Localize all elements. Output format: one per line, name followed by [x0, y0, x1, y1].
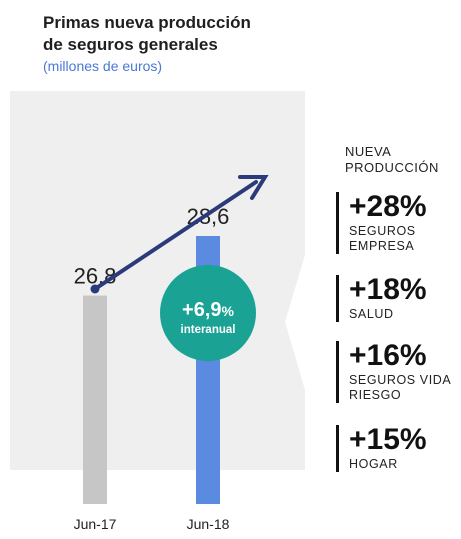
growth-badge-label: interanual — [181, 324, 236, 336]
trend-arrow-start-dot — [90, 284, 100, 294]
trend-arrow-head — [238, 175, 269, 200]
chart-subtitle: (millones de euros) — [43, 58, 163, 74]
chart-panel — [10, 91, 305, 470]
trend-arrow-line — [93, 180, 258, 291]
stat-label: SEGUROS EMPRESA — [349, 224, 416, 253]
stat-seguros-empresa: +28% SEGUROS EMPRESA — [336, 192, 427, 254]
category-label: Jun-17 — [74, 516, 117, 532]
stat-label: SEGUROS VIDA RIESGO — [349, 373, 452, 402]
stat-percentage: +15% — [349, 423, 427, 456]
chart-title: Primas nueva producción de seguros gener… — [43, 12, 251, 56]
stat-seguros-vida-riesgo: +16% SEGUROS VIDA RIESGO — [336, 341, 451, 403]
category-label: Jun-18 — [187, 516, 230, 532]
title-line-1: Primas nueva producción — [43, 13, 251, 32]
stat-salud: +18% SALUD — [336, 275, 427, 322]
stat-percentage: +18% — [349, 273, 427, 306]
growth-badge: +6,9% interanual — [160, 265, 256, 361]
stat-label: HOGAR — [349, 457, 398, 471]
side-panel-header: NUEVA PRODUCCIÓN — [345, 144, 439, 175]
growth-badge-value: +6,9% — [182, 299, 234, 321]
stat-percentage: +28% — [349, 190, 427, 223]
bar-jun-17 — [83, 295, 107, 504]
value-label: 26,8 — [74, 264, 117, 289]
trend-arrow — [90, 175, 269, 294]
stat-hogar: +15% HOGAR — [336, 425, 427, 472]
stat-label: SALUD — [349, 307, 394, 321]
title-line-2: de seguros generales — [43, 35, 218, 54]
stat-percentage: +16% — [349, 339, 427, 372]
growth-badge-circle — [160, 265, 256, 361]
